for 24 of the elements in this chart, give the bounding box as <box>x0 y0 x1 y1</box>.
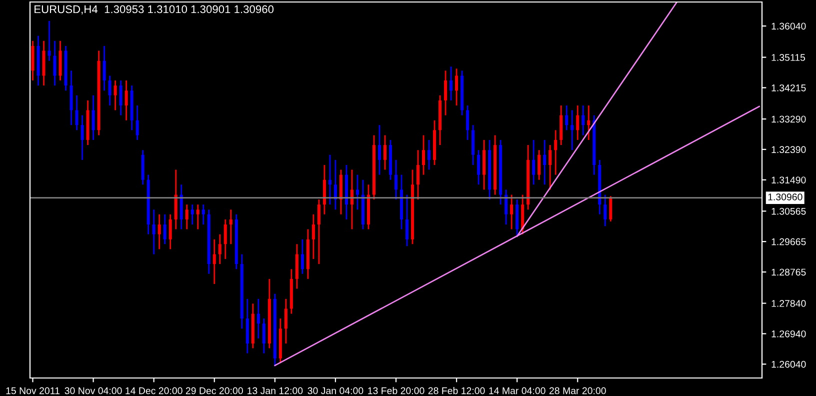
y-tick-label: 1.34215 <box>772 84 806 92</box>
y-tick-label: 1.32390 <box>772 146 806 154</box>
x-tick-label: 14 Dec 20:00 <box>126 387 182 394</box>
x-tick-label: 13 Feb 20:00 <box>368 387 424 394</box>
x-tick-label: 28 Mar 20:00 <box>549 387 606 394</box>
y-tick-label: 1.26040 <box>772 360 806 368</box>
y-tick-label: 1.31490 <box>772 176 806 184</box>
ref-line-label: 1.30960 <box>768 194 802 200</box>
y-tick-label: 1.26940 <box>772 330 806 338</box>
x-tick-label: 29 Dec 20:00 <box>186 387 243 394</box>
x-tick-label: 14 Mar 04:00 <box>489 387 546 394</box>
y-tick-label: 1.36040 <box>772 22 806 30</box>
x-tick-label: 15 Nov 2011 <box>6 387 60 394</box>
y-tick-label: 1.35115 <box>772 54 806 61</box>
y-tick-label: 1.30565 <box>772 208 806 215</box>
chart-title: EURUSD,H4 1.30953 1.31010 1.30901 1.30960 <box>34 5 274 14</box>
x-tick-label: 28 Feb 12:00 <box>428 387 485 394</box>
y-tick-label: 1.27840 <box>772 300 806 307</box>
x-tick-label: 30 Jan 04:00 <box>308 387 364 394</box>
y-tick-label: 1.33290 <box>772 116 806 123</box>
x-tick-label: 30 Nov 04:00 <box>64 387 122 394</box>
y-tick-label: 1.28765 <box>772 268 806 276</box>
x-tick-label: 13 Jan 12:00 <box>248 387 303 394</box>
y-tick-label: 1.29665 <box>772 238 806 246</box>
